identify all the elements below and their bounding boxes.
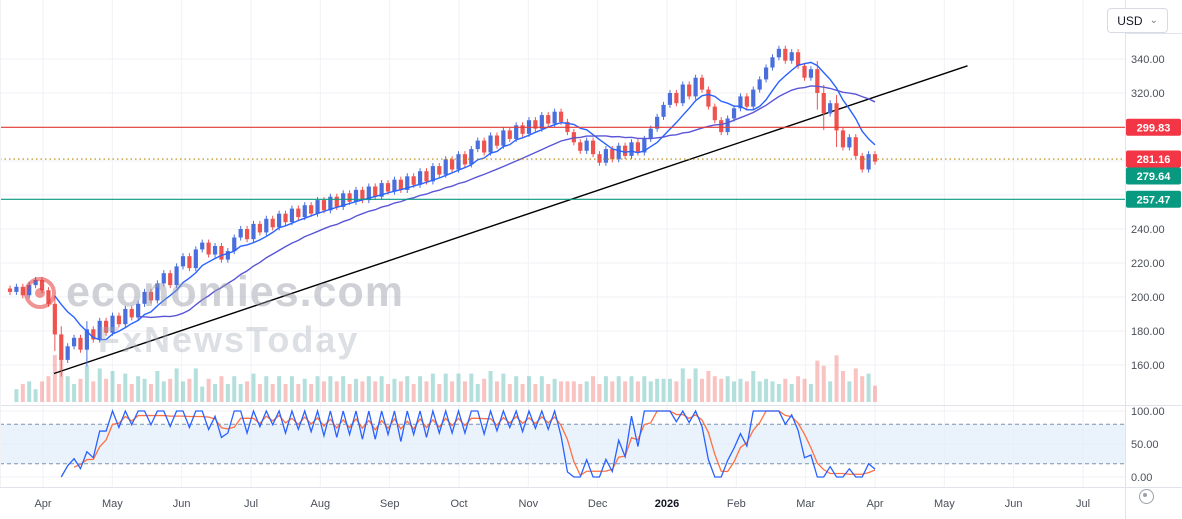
price-axis-label: 160.00 bbox=[1131, 360, 1165, 372]
price-axis-label: 340.00 bbox=[1131, 54, 1165, 66]
indicator-axis-label: 50.00 bbox=[1131, 439, 1159, 451]
price-axis-label: 220.00 bbox=[1131, 258, 1165, 270]
price-axis: 340.00 320.00 240.00 220.00 200.00 180.00 160.… bbox=[1131, 54, 1165, 484]
currency-dropdown[interactable]: USD ⌄ bbox=[1107, 8, 1168, 33]
x-axis-label[interactable]: Feb bbox=[727, 498, 746, 510]
candlestick-series bbox=[7, 45, 878, 377]
price-badge-label: 279.64 bbox=[1137, 171, 1172, 183]
x-axis-label[interactable]: May bbox=[102, 498, 123, 510]
x-axis-label[interactable]: Apr bbox=[34, 498, 51, 510]
x-axis-label[interactable]: May bbox=[934, 498, 955, 510]
x-axis-label[interactable]: Mar bbox=[796, 498, 815, 510]
price-axis-label: 180.00 bbox=[1131, 326, 1165, 338]
eye-dot bbox=[1143, 493, 1148, 498]
gridlines bbox=[0, 0, 1125, 487]
x-axis-label[interactable]: Jul bbox=[1076, 498, 1090, 510]
price-badge-label: 299.83 bbox=[1137, 122, 1171, 134]
x-axis-label[interactable]: Jun bbox=[173, 498, 191, 510]
price-axis-label: 240.00 bbox=[1131, 224, 1165, 236]
price-axis-label: 200.00 bbox=[1131, 292, 1165, 304]
price-lines bbox=[0, 126, 1125, 200]
price-badge-label: 257.47 bbox=[1137, 194, 1171, 206]
time-axis: Apr May Jun Jul Aug Sep Oct Nov Dec 2026 Feb Mar Apr… bbox=[34, 498, 1090, 510]
x-axis-label[interactable]: Jul bbox=[244, 498, 258, 510]
stoch-d-line bbox=[73, 410, 876, 477]
eye-ring bbox=[1138, 488, 1154, 504]
chevron-down-icon: ⌄ bbox=[1149, 14, 1158, 26]
ma-slow-line bbox=[138, 85, 876, 319]
currency-label: USD bbox=[1117, 13, 1143, 28]
ma-fast-line bbox=[54, 61, 876, 341]
price-badge bbox=[1126, 190, 1181, 208]
x-axis-label[interactable]: Apr bbox=[866, 498, 883, 510]
x-axis-label[interactable]: 2026 bbox=[655, 498, 679, 510]
trendline[interactable] bbox=[53, 65, 968, 375]
price-badge bbox=[1126, 118, 1181, 136]
price-badge bbox=[1126, 167, 1181, 185]
x-axis-label[interactable]: Sep bbox=[380, 498, 400, 510]
price-badge bbox=[1126, 150, 1181, 168]
price-badge-label: 281.16 bbox=[1137, 154, 1171, 166]
x-axis-label[interactable]: Oct bbox=[450, 498, 467, 510]
x-axis-label[interactable]: Dec bbox=[588, 498, 608, 510]
x-axis-label[interactable]: Jun bbox=[1005, 498, 1023, 510]
indicator-axis-label: 100.00 bbox=[1131, 406, 1165, 418]
stoch-k-line bbox=[60, 408, 876, 478]
x-axis-label[interactable]: Aug bbox=[311, 498, 331, 510]
indicator-axis-label: 0.00 bbox=[1131, 472, 1152, 484]
price-axis-label: 320.00 bbox=[1131, 88, 1165, 100]
price-badges: 299.83 281.16 279.64 257.47 bbox=[1126, 118, 1181, 208]
volume-series bbox=[14, 355, 877, 402]
x-axis-label[interactable]: Nov bbox=[519, 498, 539, 510]
axis-settings-icon[interactable] bbox=[1137, 487, 1155, 505]
